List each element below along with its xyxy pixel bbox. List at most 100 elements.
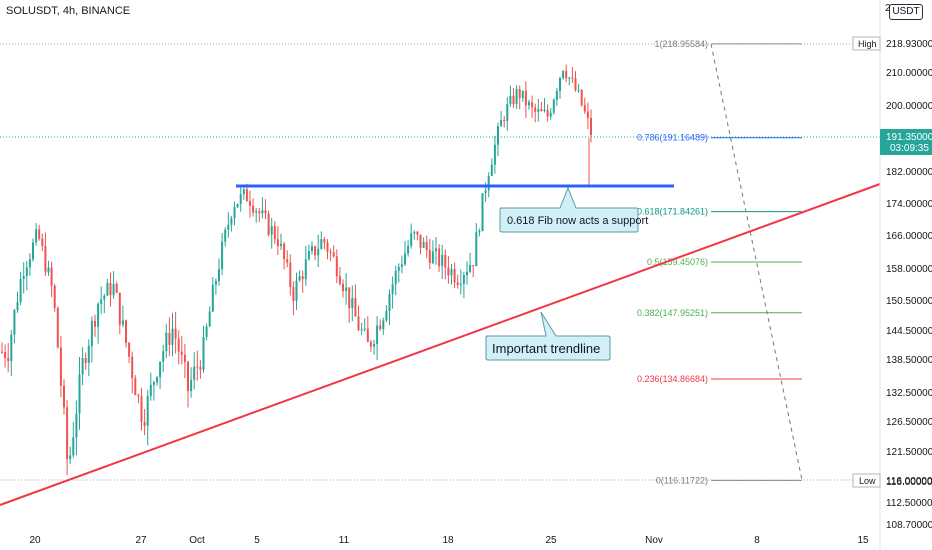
candle-down [338, 276, 341, 284]
candle-down [534, 107, 537, 112]
candle-up [72, 437, 75, 456]
candle-up [382, 320, 385, 330]
candle-down [366, 328, 369, 343]
candle-down [342, 283, 344, 292]
trendline[interactable] [0, 183, 881, 506]
candle-up [87, 345, 90, 363]
candle-down [354, 298, 357, 317]
y-tick-label: 210.00000 [886, 68, 932, 79]
candle-down [134, 378, 137, 396]
candle-up [559, 77, 561, 92]
candle-up [562, 70, 565, 78]
y-tick-label: 126.50000 [886, 417, 932, 428]
current-price-value: 191.35000 [886, 132, 932, 143]
candle-down [50, 267, 53, 286]
candle-down [267, 213, 270, 235]
candle-down [503, 120, 506, 122]
candle-up [543, 109, 546, 112]
y-tick-label: 158.00000 [886, 264, 932, 275]
fib-retracement[interactable]: 1(218.95584)0.786(191.16489)0.618(171.84… [637, 39, 802, 485]
candle-down [574, 78, 577, 91]
candle-down [416, 231, 419, 235]
candle-down [264, 210, 267, 214]
candle-up [106, 282, 109, 296]
candle-down [38, 229, 41, 239]
current-price-countdown: 03:09:35 [890, 143, 929, 154]
high-value: 218.93000 [886, 39, 932, 50]
candle-up [112, 284, 115, 296]
x-tick-label: 25 [545, 535, 557, 546]
candle-up [152, 382, 155, 385]
candle-up [577, 89, 580, 91]
candle-up [435, 248, 437, 252]
candle-up [484, 190, 487, 194]
candle-down [94, 320, 96, 327]
candle-down [301, 276, 304, 280]
candle-down [438, 248, 441, 267]
candle-down [7, 357, 10, 362]
y-tick-label: 121.50000 [886, 447, 932, 458]
candle-up [218, 269, 220, 282]
candle-down [425, 242, 428, 251]
candle-up [16, 302, 19, 311]
fib-level-label: 0.236(134.86684) [637, 374, 708, 384]
x-tick-label: 18 [442, 535, 454, 546]
candle-up [295, 280, 298, 301]
candle-up [351, 298, 354, 309]
callout-fib-support[interactable]: 0.618 Fib now acts a support [499, 186, 648, 233]
candle-down [444, 254, 447, 268]
candle-down [326, 242, 329, 252]
candle-up [360, 329, 363, 331]
unit-badge[interactable]: USDT [889, 4, 923, 20]
candle-down [84, 358, 87, 363]
candle-down [583, 105, 586, 112]
candle-down [580, 89, 583, 106]
y-tick-label: 182.00000 [886, 167, 932, 178]
y-axis[interactable]: 210.00000 200.00000 182.00000 174.00000 166.… [886, 68, 932, 531]
candle-down [369, 342, 372, 347]
candle-up [100, 299, 103, 304]
candle-down [292, 287, 295, 301]
candle-down [273, 226, 276, 240]
y-tick-label: 112.50000 [886, 498, 932, 509]
candle-up [549, 112, 552, 117]
candle-down [249, 201, 251, 206]
candle-down [63, 385, 65, 408]
candle-down [546, 109, 549, 117]
y-tick-label: 150.50000 [886, 296, 932, 307]
candle-up [385, 310, 388, 321]
candle-up [400, 264, 403, 267]
candle-up [487, 175, 490, 191]
callout-trendline[interactable]: Important trendline [485, 311, 611, 361]
candle-up [75, 413, 78, 438]
candle-down [245, 189, 248, 202]
candle-down [329, 251, 332, 253]
candle-up [422, 242, 425, 248]
candle-down [512, 95, 515, 105]
candle-up [97, 303, 100, 327]
candle-up [19, 278, 22, 303]
x-tick-label: 15 [857, 535, 869, 546]
candle-down [565, 70, 568, 79]
candle-up [431, 251, 434, 263]
candle-down [44, 245, 47, 273]
candle-up [478, 231, 481, 233]
candle-up [388, 294, 391, 311]
candle-up [307, 251, 310, 260]
x-tick-label: 8 [754, 535, 760, 546]
x-axis[interactable]: 20 27 Oct 5 11 18 25 Nov 8 15 [29, 535, 869, 546]
candle-up [233, 207, 236, 219]
candle-up [35, 229, 38, 243]
candle-down [183, 354, 186, 363]
candle-up [441, 254, 444, 267]
candle-up [459, 283, 462, 286]
candle-down [252, 205, 255, 213]
candle-up [537, 109, 540, 112]
candle-up [193, 366, 196, 380]
symbol-header[interactable]: SOLUSDT, 4h, BINANCE [6, 5, 131, 17]
x-tick-label: Oct [189, 535, 205, 546]
callout-fib-support-text: 0.618 Fib now acts a support [507, 215, 648, 227]
candle-up [407, 245, 410, 254]
candle-up [450, 269, 453, 276]
